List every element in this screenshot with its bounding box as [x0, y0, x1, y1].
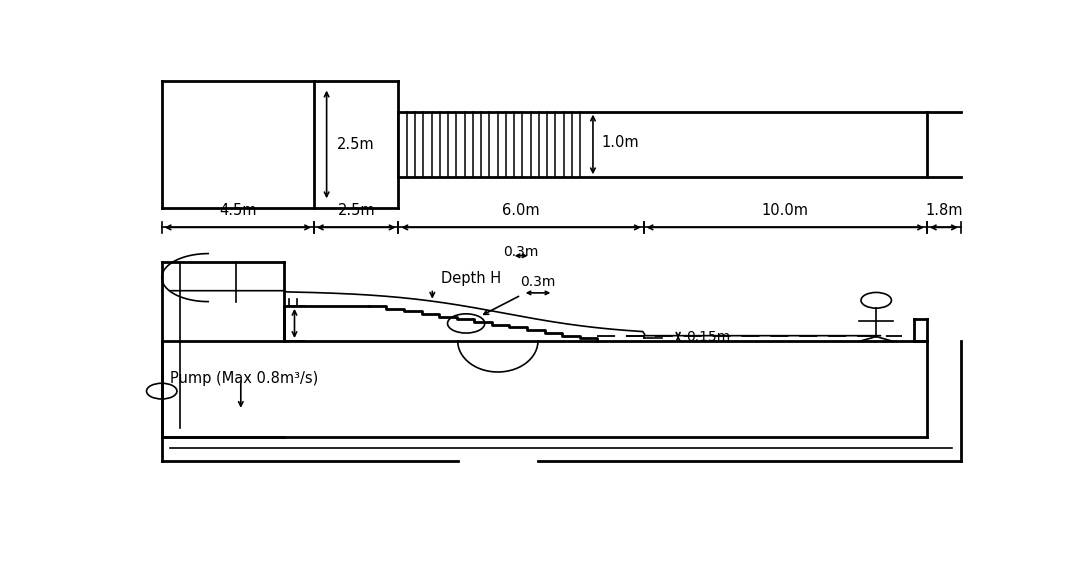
- Text: 0.3m: 0.3m: [503, 245, 539, 259]
- Text: 1.8m: 1.8m: [925, 203, 962, 218]
- Text: 2.5m: 2.5m: [337, 137, 374, 152]
- Text: Pump (Max 0.8m³/s): Pump (Max 0.8m³/s): [170, 370, 319, 386]
- Text: 4.5m: 4.5m: [219, 203, 256, 218]
- Text: 6.0m: 6.0m: [502, 203, 540, 218]
- Text: 1.0m: 1.0m: [601, 135, 639, 150]
- Text: Depth H: Depth H: [441, 272, 501, 286]
- Text: 0.3m: 0.3m: [520, 274, 555, 289]
- Text: 2.5m: 2.5m: [337, 203, 375, 218]
- Text: 0.15m: 0.15m: [686, 330, 731, 344]
- Text: 10.0m: 10.0m: [762, 203, 808, 218]
